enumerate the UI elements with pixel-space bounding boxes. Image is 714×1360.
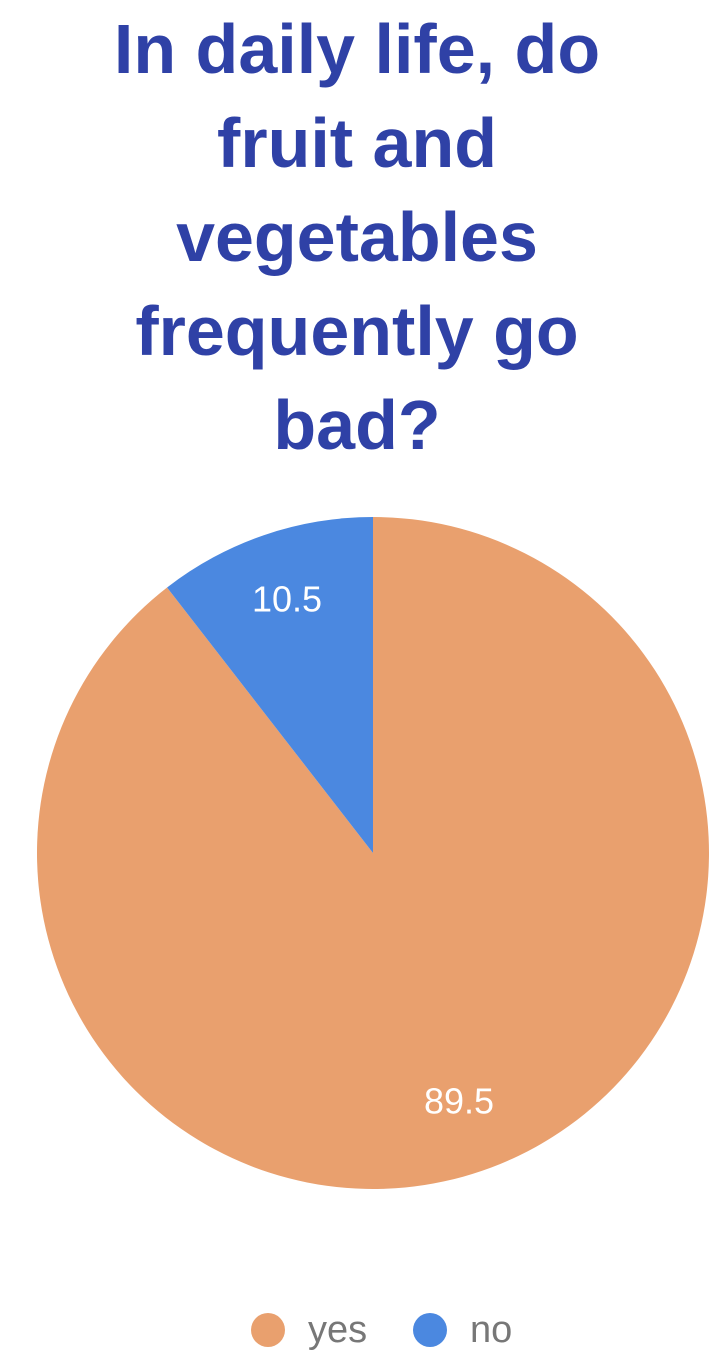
data-label: 89.5 <box>424 1081 494 1122</box>
pie-slice <box>167 517 373 853</box>
legend-marker <box>251 1313 285 1347</box>
legend-label: yes <box>308 1309 367 1351</box>
pie-slice <box>37 517 710 1189</box>
chart-title: In daily life, do fruit and vegetables f… <box>113 10 601 464</box>
legend-marker <box>413 1313 447 1347</box>
legend-label: no <box>470 1309 512 1351</box>
data-label: 10.5 <box>252 578 322 619</box>
